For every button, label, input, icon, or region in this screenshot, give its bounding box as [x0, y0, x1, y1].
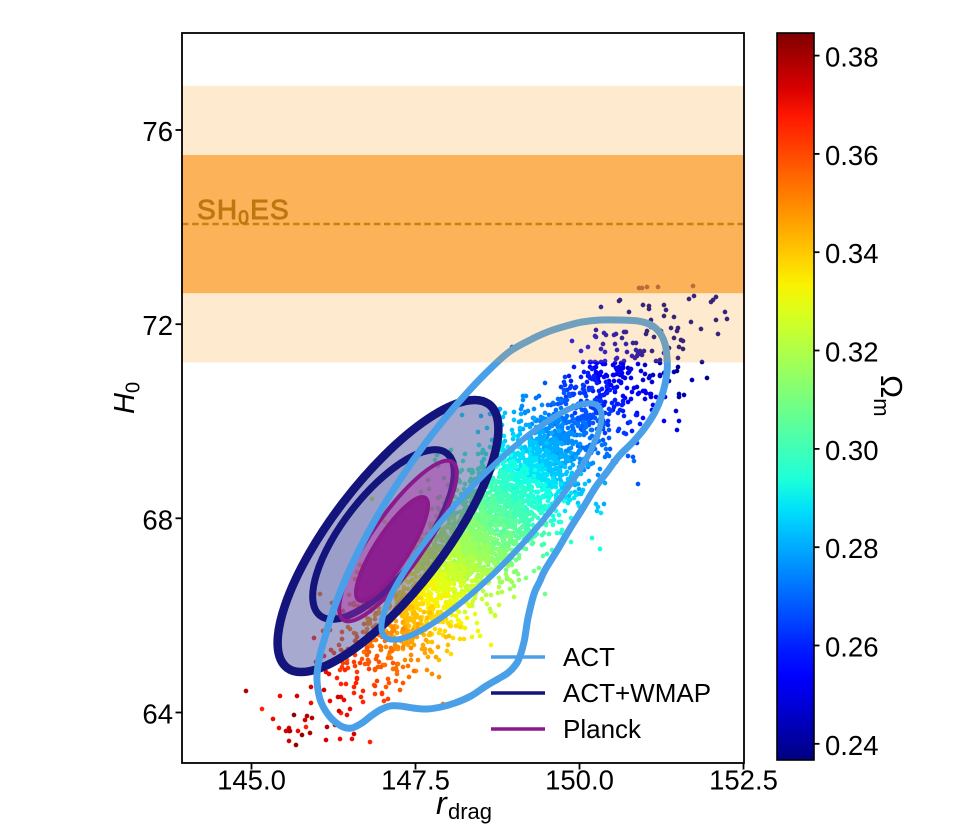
- svg-text:r: r: [436, 785, 448, 821]
- svg-text:147.5: 147.5: [381, 765, 450, 796]
- svg-text:0.36: 0.36: [825, 140, 879, 171]
- svg-text:0.34: 0.34: [825, 238, 879, 269]
- svg-text:0.24: 0.24: [825, 730, 879, 761]
- svg-text:152.5: 152.5: [709, 765, 778, 796]
- svg-text:Planck: Planck: [563, 714, 642, 744]
- svg-text:145.0: 145.0: [217, 765, 286, 796]
- svg-text:drag: drag: [448, 799, 492, 824]
- svg-text:ACT: ACT: [563, 642, 615, 672]
- svg-text:64: 64: [142, 699, 173, 730]
- svg-text:0.30: 0.30: [825, 435, 879, 466]
- svg-text:0.26: 0.26: [825, 632, 879, 663]
- svg-text:ACT+WMAP: ACT+WMAP: [563, 678, 711, 708]
- svg-text:0.28: 0.28: [825, 533, 879, 564]
- svg-text:68: 68: [142, 504, 173, 535]
- svg-text:0.38: 0.38: [825, 42, 879, 73]
- svg-text:150.0: 150.0: [545, 765, 614, 796]
- svg-text:76: 76: [142, 116, 173, 147]
- svg-text:0.32: 0.32: [825, 337, 879, 368]
- svg-text:72: 72: [142, 310, 173, 341]
- svg-text:Ωm: Ωm: [869, 375, 909, 417]
